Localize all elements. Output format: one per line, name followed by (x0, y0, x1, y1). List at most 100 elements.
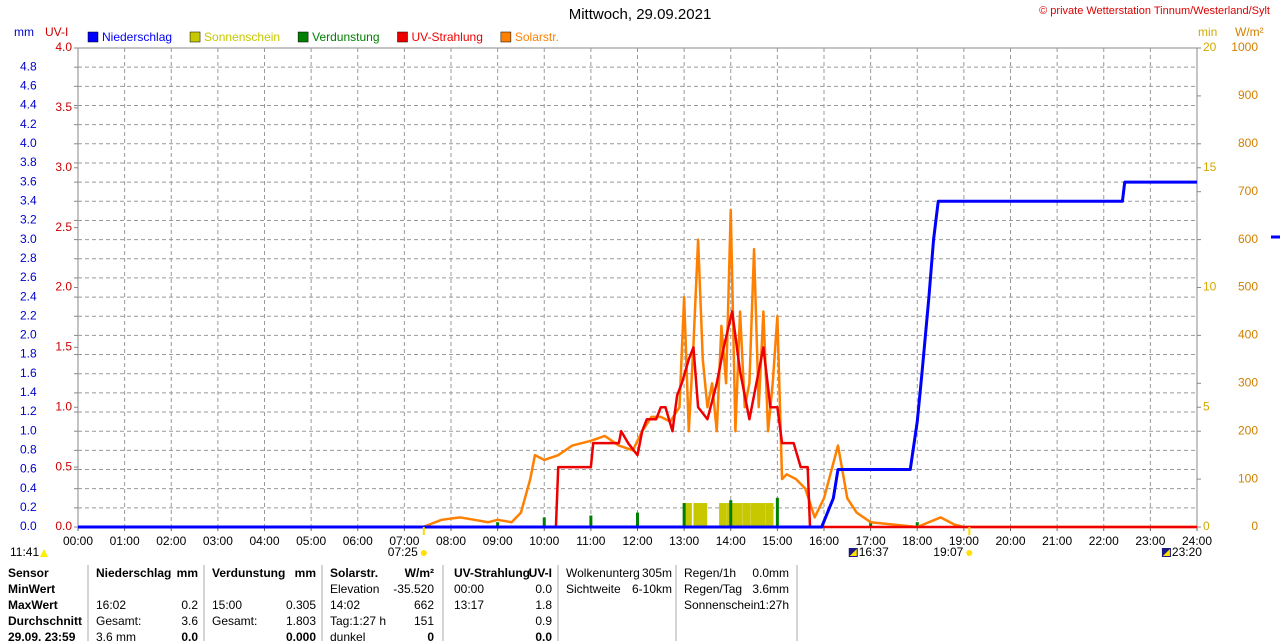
table-cell: Tag:1:27 h (330, 614, 386, 628)
table-cell: W/m² (405, 566, 434, 580)
x-tick-label: 02:00 (156, 534, 186, 548)
y-tick-label: 2.6 (20, 270, 37, 284)
y-tick-label: 4.0 (20, 136, 37, 150)
table-cell: Regen/1h (684, 566, 736, 580)
x-tick-label: 22:00 (1089, 534, 1119, 548)
table-cell: 662 (414, 598, 434, 612)
x-tick-label: 23:00 (1135, 534, 1165, 548)
y-tick-label: 15 (1203, 160, 1217, 174)
table-cell: MaxWert (8, 598, 58, 612)
y-tick-label: 400 (1238, 328, 1258, 342)
table-cell: 13:17 (454, 598, 484, 612)
axis-label: mm (14, 25, 34, 39)
legend-swatch (397, 31, 408, 43)
sun-icon (966, 550, 973, 556)
x-tick-label: 13:00 (669, 534, 699, 548)
x-tick-label: 05:00 (296, 534, 326, 548)
table-cell: Solarstr. (330, 566, 378, 580)
evaporation-bar (496, 522, 500, 527)
x-tick-label: 08:00 (436, 534, 466, 548)
evaporation-bar (636, 512, 639, 527)
annotation-label: 19:07 (933, 545, 963, 559)
table-cell: 3.6mm (752, 582, 789, 596)
evaporation-bar (542, 517, 546, 527)
table-cell: 00:00 (454, 582, 484, 596)
table-cell: 0.9 (535, 614, 552, 628)
y-tick-label: 500 (1238, 280, 1258, 294)
y-tick-label: 900 (1238, 88, 1258, 102)
table-cell: 0 (427, 630, 434, 641)
axis-label: min (1198, 25, 1217, 39)
y-tick-label: 4.4 (20, 98, 37, 112)
y-tick-label: 1.5 (55, 340, 72, 354)
table-cell: 0.000 (286, 630, 316, 641)
table-cell: Gesamt: (212, 614, 257, 628)
axis-label: W/m² (1235, 25, 1264, 39)
table-cell: dunkel (330, 630, 365, 641)
y-tick-label: 4.2 (20, 117, 37, 131)
table-cell: mm (177, 566, 198, 580)
y-tick-label: 20 (1203, 40, 1217, 54)
y-tick-label: 800 (1238, 136, 1258, 150)
table-cell: 0.0mm (752, 566, 789, 580)
table-cell: MinWert (8, 582, 55, 596)
table-cell: 29.09. 23:59 (8, 630, 76, 641)
table-cell: 3.6 (181, 614, 198, 628)
x-tick-label: 11:00 (576, 534, 605, 548)
x-tick-label: 03:00 (203, 534, 233, 548)
table-cell: 1.8 (535, 598, 552, 612)
table-cell: 3.6 mm (96, 630, 136, 641)
y-tick-label: 3.5 (55, 100, 72, 114)
y-tick-label: 0.2 (20, 500, 37, 514)
series-line (78, 208, 1197, 529)
evaporation-bar (729, 500, 733, 527)
table-cell: Regen/Tag (684, 582, 742, 596)
sunshine-bar (693, 503, 702, 527)
legend-swatch (189, 31, 201, 43)
y-tick-label: 2.8 (20, 251, 37, 265)
sunshine-bar (699, 503, 708, 527)
table-cell: Sichtweite (566, 582, 621, 596)
legend-label: Solarstr. (515, 30, 559, 44)
y-tick-label: 300 (1238, 375, 1258, 389)
y-tick-label: 4.8 (20, 59, 37, 73)
evaporation-bar (589, 515, 593, 527)
table-cell: Sonnenschein (684, 598, 760, 612)
sunshine-bar (742, 503, 751, 527)
y-tick-label: 0.4 (20, 481, 37, 495)
sunshine-bar (684, 503, 692, 527)
table-cell: 0.2 (181, 598, 198, 612)
y-tick-label: 2.0 (20, 328, 37, 342)
table-cell: 14:02 (330, 598, 360, 612)
y-tick-label: 1.0 (20, 423, 37, 437)
legend-label: Sonnenschein (204, 30, 280, 44)
sunshine-bar (757, 503, 766, 527)
x-tick-label: 19:00 (949, 534, 979, 548)
y-tick-label: 10 (1203, 280, 1217, 294)
table-cell: Sensor (8, 566, 49, 580)
copyright: © private Wetterstation Tinnum/Westerlan… (1039, 5, 1270, 17)
legend-label: UV-Strahlung (412, 30, 483, 44)
table-cell: -35.520 (393, 582, 434, 596)
x-tick-label: 07:00 (389, 534, 419, 548)
x-tick-label: 20:00 (995, 534, 1025, 548)
y-tick-label: 3.8 (20, 155, 37, 169)
series-line (78, 180, 1197, 529)
y-tick-label: 1.6 (20, 366, 37, 380)
table-cell: 0.0 (535, 582, 552, 596)
y-tick-label: 700 (1238, 184, 1258, 198)
legend-swatch (297, 31, 309, 43)
table-cell: 0.0 (181, 630, 198, 641)
table-cell: 0.0 (535, 630, 552, 641)
x-tick-label: 10:00 (529, 534, 559, 548)
y-tick-label: 3.6 (20, 174, 37, 188)
sunshine-bar (734, 503, 743, 527)
moon-note: 11:41 (10, 545, 39, 559)
table-cell: 1:27h (759, 598, 789, 612)
x-tick-label: 16:00 (809, 534, 839, 548)
y-tick-label: 0 (1251, 519, 1258, 533)
y-tick-label: 4.6 (20, 78, 37, 92)
x-tick-label: 09:00 (483, 534, 513, 548)
y-tick-label: 1.0 (55, 399, 72, 413)
